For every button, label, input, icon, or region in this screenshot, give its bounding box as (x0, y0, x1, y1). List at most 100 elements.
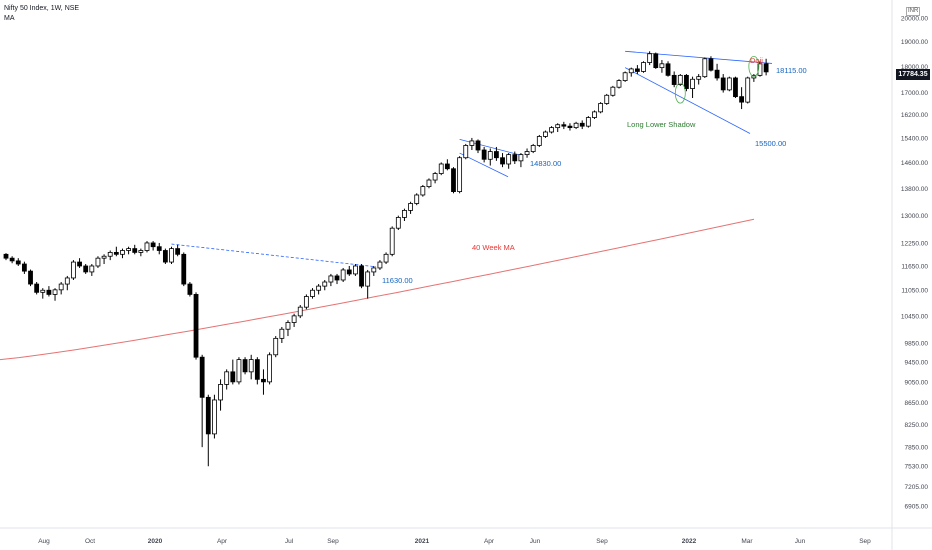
candle-body (500, 157, 505, 165)
candle-body (371, 267, 377, 273)
level-18115-label: 18115.00 (776, 66, 807, 75)
candle-body (365, 271, 371, 287)
candle (71, 260, 76, 280)
candle-body (377, 261, 383, 269)
candle-body (763, 63, 769, 73)
candle-body (739, 96, 744, 103)
y-tick-label: 18000.00 (901, 64, 928, 71)
y-tick-label: 9850.00 (905, 340, 929, 347)
candle-body (126, 248, 131, 251)
candle (359, 264, 364, 289)
y-tick-label: 9450.00 (905, 360, 929, 367)
candle (506, 153, 512, 169)
x-tick-label: Sep (596, 538, 608, 545)
candle (463, 143, 469, 160)
y-tick-label: 13000.00 (901, 213, 928, 220)
candle (555, 123, 561, 133)
candle-body (481, 149, 487, 160)
long-lower-shadow-annotation: Long Lower Shadow (627, 120, 696, 129)
x-tick-label: Jun (795, 538, 806, 545)
candle (120, 248, 125, 259)
candle-body (334, 275, 340, 281)
candle (322, 279, 328, 291)
candle (113, 246, 119, 257)
candle (181, 252, 187, 287)
candle (739, 87, 744, 110)
currency-label[interactable]: INR (906, 7, 921, 16)
candle (414, 193, 420, 206)
candle-body (267, 354, 272, 383)
candle-body (444, 163, 450, 170)
candle (573, 121, 579, 130)
candle-body (95, 257, 101, 267)
candle-body (279, 328, 285, 339)
candle-body (702, 58, 708, 78)
candle-body (634, 68, 640, 72)
candle-body (187, 283, 193, 295)
candle-body (420, 186, 426, 196)
candle (604, 93, 610, 105)
candle (156, 242, 162, 255)
candle-body (64, 277, 70, 285)
candle-body (46, 289, 52, 295)
candle-body (451, 168, 456, 193)
y-tick-label: 19000.00 (901, 39, 928, 46)
candle-body (316, 285, 322, 291)
candle-body (34, 283, 40, 293)
candle-body (622, 72, 628, 81)
candle-body (555, 124, 561, 129)
candle-body (236, 359, 242, 383)
level-14830-label: 14830.00 (530, 159, 562, 168)
candle (175, 244, 181, 257)
candle (518, 153, 524, 168)
candle (254, 357, 260, 385)
moving-average-line (0, 218, 755, 361)
candle (395, 215, 401, 231)
candle-body (469, 140, 475, 146)
candle-body (708, 58, 714, 71)
candle (273, 336, 279, 358)
x-tick-label: Aug (38, 538, 50, 545)
time-axis-labels: Aug Oct 2020 Apr Jul Sep 2021 Apr Jun Sep 2022 Mar J… (38, 538, 871, 545)
candle-body (536, 136, 542, 146)
candle (279, 326, 285, 343)
candle-body (28, 270, 33, 285)
y-tick-label: 14600.00 (901, 160, 928, 167)
candle-body (199, 356, 205, 398)
candle-body (671, 74, 677, 85)
y-tick-label: 12250.00 (901, 240, 928, 247)
candle-body (113, 252, 119, 255)
candle-body (720, 77, 726, 91)
candle (291, 313, 297, 327)
candle (408, 201, 413, 214)
last-price-badge: 17784.35 (896, 69, 930, 80)
candle-body (665, 63, 671, 76)
candle (126, 246, 131, 255)
candle (610, 85, 616, 97)
candle-body (524, 151, 530, 156)
candle (46, 286, 52, 297)
candle (162, 248, 168, 265)
candle (745, 76, 751, 104)
y-tick-label: 11050.00 (901, 288, 928, 295)
candle-body (248, 359, 254, 373)
candle (598, 102, 604, 114)
candle-body (726, 77, 732, 91)
candle-body (132, 248, 138, 253)
candle-body (89, 265, 95, 273)
candle-body (395, 217, 401, 229)
candle-body (647, 53, 653, 63)
candle-body (230, 371, 236, 383)
candle (622, 71, 628, 82)
candle-body (610, 86, 616, 96)
candle (101, 254, 107, 265)
candle-body (690, 78, 695, 89)
candle-body (696, 76, 702, 80)
candle (205, 394, 211, 467)
candle-body (150, 242, 156, 248)
indicator-label: MA (4, 15, 15, 22)
candle (720, 74, 726, 93)
candle (536, 134, 542, 147)
candle-body (383, 253, 389, 263)
